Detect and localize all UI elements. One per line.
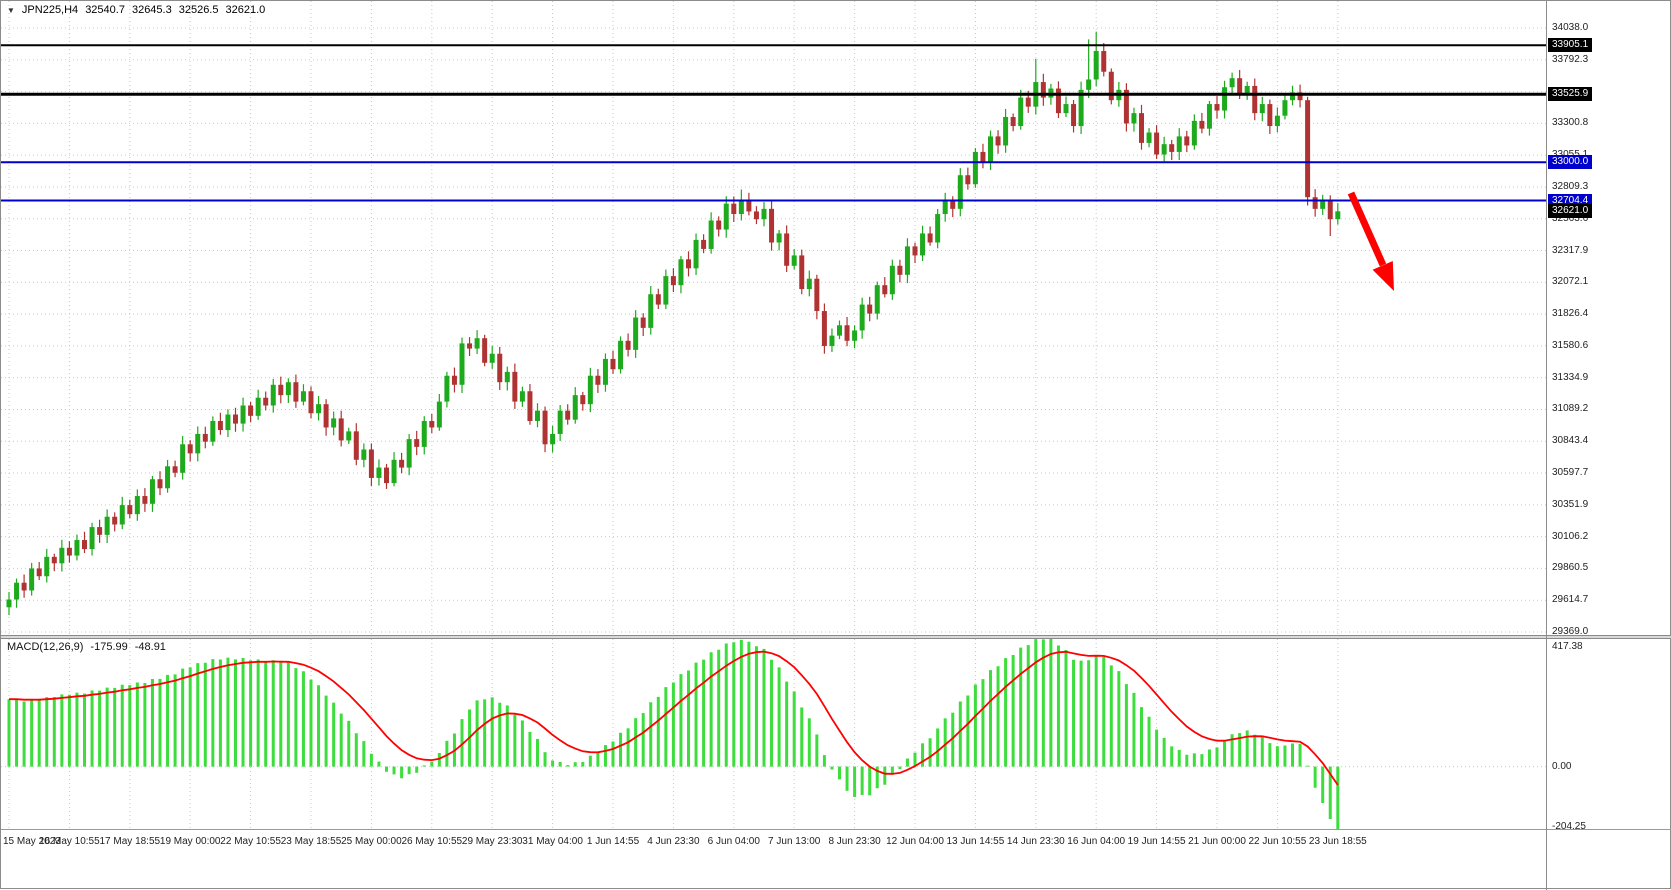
date-label: 16 Jun 04:00 <box>1067 836 1126 847</box>
pane-separator[interactable] <box>1 635 1671 639</box>
date-label: 31 May 04:00 <box>522 836 583 847</box>
horizontal-level-lines[interactable] <box>1 44 1546 202</box>
price-tick-label: 33792.3 <box>1552 53 1589 65</box>
date-label: 19 Jun 14:55 <box>1127 836 1186 847</box>
date-label: 25 May 00:00 <box>341 836 402 847</box>
high-value: 32645.3 <box>131 4 172 16</box>
price-tick-label: 31089.2 <box>1552 403 1589 415</box>
date-label: 16 May 10:55 <box>39 836 100 847</box>
macd-chart[interactable] <box>1 639 1546 829</box>
date-label: 17 May 18:55 <box>99 836 161 847</box>
price-tick-label: 33055.1 <box>1552 149 1588 160</box>
macd-histogram <box>7 639 1340 829</box>
price-tick-label: 34038.0 <box>1552 22 1589 33</box>
indicator-tick-label: -204.25 <box>1552 821 1586 832</box>
main-chart-pane[interactable]: ▼ JPN225,H4 32540.7 32645.3 32526.5 32621.0 <box>1 1 1546 635</box>
price-tick-label: 31334.9 <box>1552 371 1589 383</box>
date-label: 22 May 10:55 <box>220 836 281 847</box>
price-badge[interactable]: 33905.1 <box>1548 38 1593 53</box>
price-tick-label: 29860.5 <box>1552 562 1589 574</box>
date-label: 19 May 00:00 <box>159 836 221 847</box>
macd-signal-line <box>9 650 1339 786</box>
date-label: 26 May 10:55 <box>401 836 463 847</box>
date-label: 6 Jun 04:00 <box>707 836 760 847</box>
chart-grid <box>1 1 1546 635</box>
price-badge[interactable]: 32704.4 <box>1548 193 1593 208</box>
price-badge[interactable]: 33525.9 <box>1548 87 1593 102</box>
price-tick-label: 33300.8 <box>1552 117 1589 129</box>
date-label: 7 Jun 13:00 <box>768 836 821 847</box>
indicator-tick-label: 0.00 <box>1552 760 1572 772</box>
price-tick-label: 31580.6 <box>1552 339 1589 351</box>
date-label: 23 Jun 18:55 <box>1308 836 1367 847</box>
trend-arrow[interactable] <box>1347 191 1394 291</box>
macd-label: MACD(12,26,9) -175.99 -48.91 <box>7 641 173 653</box>
price-tick-label: 32809.3 <box>1552 180 1589 192</box>
date-label: 1 Jun 14:55 <box>586 836 640 847</box>
date-label: 13 Jun 14:55 <box>946 836 1005 847</box>
date-label: 8 Jun 23:30 <box>828 836 881 847</box>
price-tick-label: 30843.4 <box>1552 435 1589 447</box>
date-label: 12 Jun 04:00 <box>886 836 944 847</box>
window-menu-icon[interactable]: ▼ <box>7 6 15 15</box>
price-axis[interactable]: 34038.033792.333546.533300.833055.132809… <box>1546 1 1671 890</box>
indicator-tick-label: 417.38 <box>1552 641 1583 652</box>
candles <box>6 31 1341 616</box>
chart-ohlc-header: ▼ JPN225,H4 32540.7 32645.3 32526.5 32621.0 <box>7 4 272 16</box>
date-label: 29 May 23:30 <box>461 836 523 847</box>
price-badge[interactable]: 33000.0 <box>1548 155 1593 170</box>
time-axis[interactable]: 15 May 2023 16 May 10:55 17 May 18:55 19 Ma… <box>1 829 1671 890</box>
macd-name: MACD(12,26,9) <box>7 641 84 653</box>
price-tick-label: 31826.4 <box>1552 308 1589 320</box>
date-label: 14 Jun 23:30 <box>1006 836 1065 847</box>
date-label: 4 Jun 23:30 <box>647 836 700 847</box>
macd-main-value: -175.99 <box>90 641 128 653</box>
date-label: 21 Jun 00:00 <box>1188 836 1246 847</box>
price-badge[interactable]: 32621.0 <box>1548 204 1593 219</box>
price-tick-label: 30106.2 <box>1552 530 1589 542</box>
date-label: 22 Jun 10:55 <box>1248 836 1307 847</box>
close-value: 32621.0 <box>225 4 266 16</box>
macd-signal-value: -48.91 <box>134 641 166 653</box>
price-tick-label: 29614.7 <box>1552 594 1589 606</box>
low-value: 32526.5 <box>178 4 219 16</box>
macd-pane[interactable]: MACD(12,26,9) -175.99 -48.91 <box>1 639 1546 829</box>
macd-grid <box>1 639 1546 829</box>
price-tick-label: 30351.9 <box>1552 498 1589 510</box>
price-tick-label: 29369.0 <box>1552 626 1589 637</box>
open-value: 32540.7 <box>85 4 125 16</box>
candlestick-chart[interactable] <box>1 1 1546 635</box>
price-tick-label: 32317.9 <box>1552 244 1589 256</box>
symbol-period-label: JPN225,H4 <box>21 4 79 16</box>
price-tick-label: 32072.1 <box>1552 276 1589 288</box>
date-label: 23 May 18:55 <box>280 836 342 847</box>
date-label: 15 May 2023 <box>3 836 61 847</box>
price-tick-label: 30597.7 <box>1552 467 1589 479</box>
